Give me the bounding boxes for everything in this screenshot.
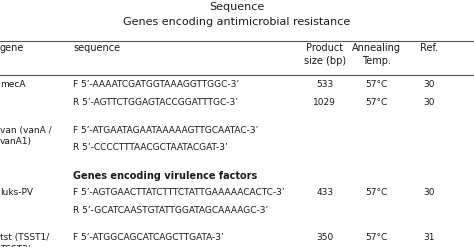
- Text: Genes encoding virulence factors: Genes encoding virulence factors: [73, 171, 258, 181]
- Text: R 5’-GCATCAASTGTATTGGATAGCAAAAGC-3’: R 5’-GCATCAASTGTATTGGATAGCAAAAGC-3’: [73, 206, 269, 215]
- Text: 57°C: 57°C: [366, 233, 388, 242]
- Text: Ref.: Ref.: [420, 43, 438, 53]
- Text: F 5’-ATGGCAGCATCAGCTTGATA-3’: F 5’-ATGGCAGCATCAGCTTGATA-3’: [73, 233, 224, 242]
- Text: Product
size (bp): Product size (bp): [304, 43, 346, 66]
- Text: 30: 30: [423, 188, 435, 197]
- Text: Sequence: Sequence: [210, 2, 264, 12]
- Text: 533: 533: [316, 80, 333, 89]
- Text: 350: 350: [316, 233, 333, 242]
- Text: van (vanA /
vanA1): van (vanA / vanA1): [0, 126, 52, 146]
- Text: sequence: sequence: [73, 43, 120, 53]
- Text: Annealing
Temp.: Annealing Temp.: [352, 43, 401, 66]
- Text: 57°C: 57°C: [366, 188, 388, 197]
- Text: 57°C: 57°C: [366, 98, 388, 107]
- Text: 30: 30: [423, 98, 435, 107]
- Text: 30: 30: [423, 80, 435, 89]
- Text: 433: 433: [316, 188, 333, 197]
- Text: Genes encoding antimicrobial resistance: Genes encoding antimicrobial resistance: [123, 17, 351, 27]
- Text: 57°C: 57°C: [366, 80, 388, 89]
- Text: F 5’-AGTGAACTTATCTTTCTATTGAAAAACACTC-3’: F 5’-AGTGAACTTATCTTTCTATTGAAAAACACTC-3’: [73, 188, 285, 197]
- Text: F 5’-ATGAATAGAATAAAAAGTTGCAATAC-3’: F 5’-ATGAATAGAATAAAAAGTTGCAATAC-3’: [73, 126, 259, 135]
- Text: 1029: 1029: [313, 98, 336, 107]
- Text: luks-PV: luks-PV: [0, 188, 33, 197]
- Text: mecA: mecA: [0, 80, 26, 89]
- Text: F 5’-AAAATCGATGGTAAAGGTTGGC-3’: F 5’-AAAATCGATGGTAAAGGTTGGC-3’: [73, 80, 239, 89]
- Text: tst (TSST1/
TSST2): tst (TSST1/ TSST2): [0, 233, 49, 247]
- Text: R 5’-AGTTCTGGAGTACCGGATTTGC-3’: R 5’-AGTTCTGGAGTACCGGATTTGC-3’: [73, 98, 238, 107]
- Text: R 5’-CCCCTTTAACGCTAATACGAT-3’: R 5’-CCCCTTTAACGCTAATACGAT-3’: [73, 144, 228, 152]
- Text: gene: gene: [0, 43, 24, 53]
- Text: 31: 31: [423, 233, 435, 242]
